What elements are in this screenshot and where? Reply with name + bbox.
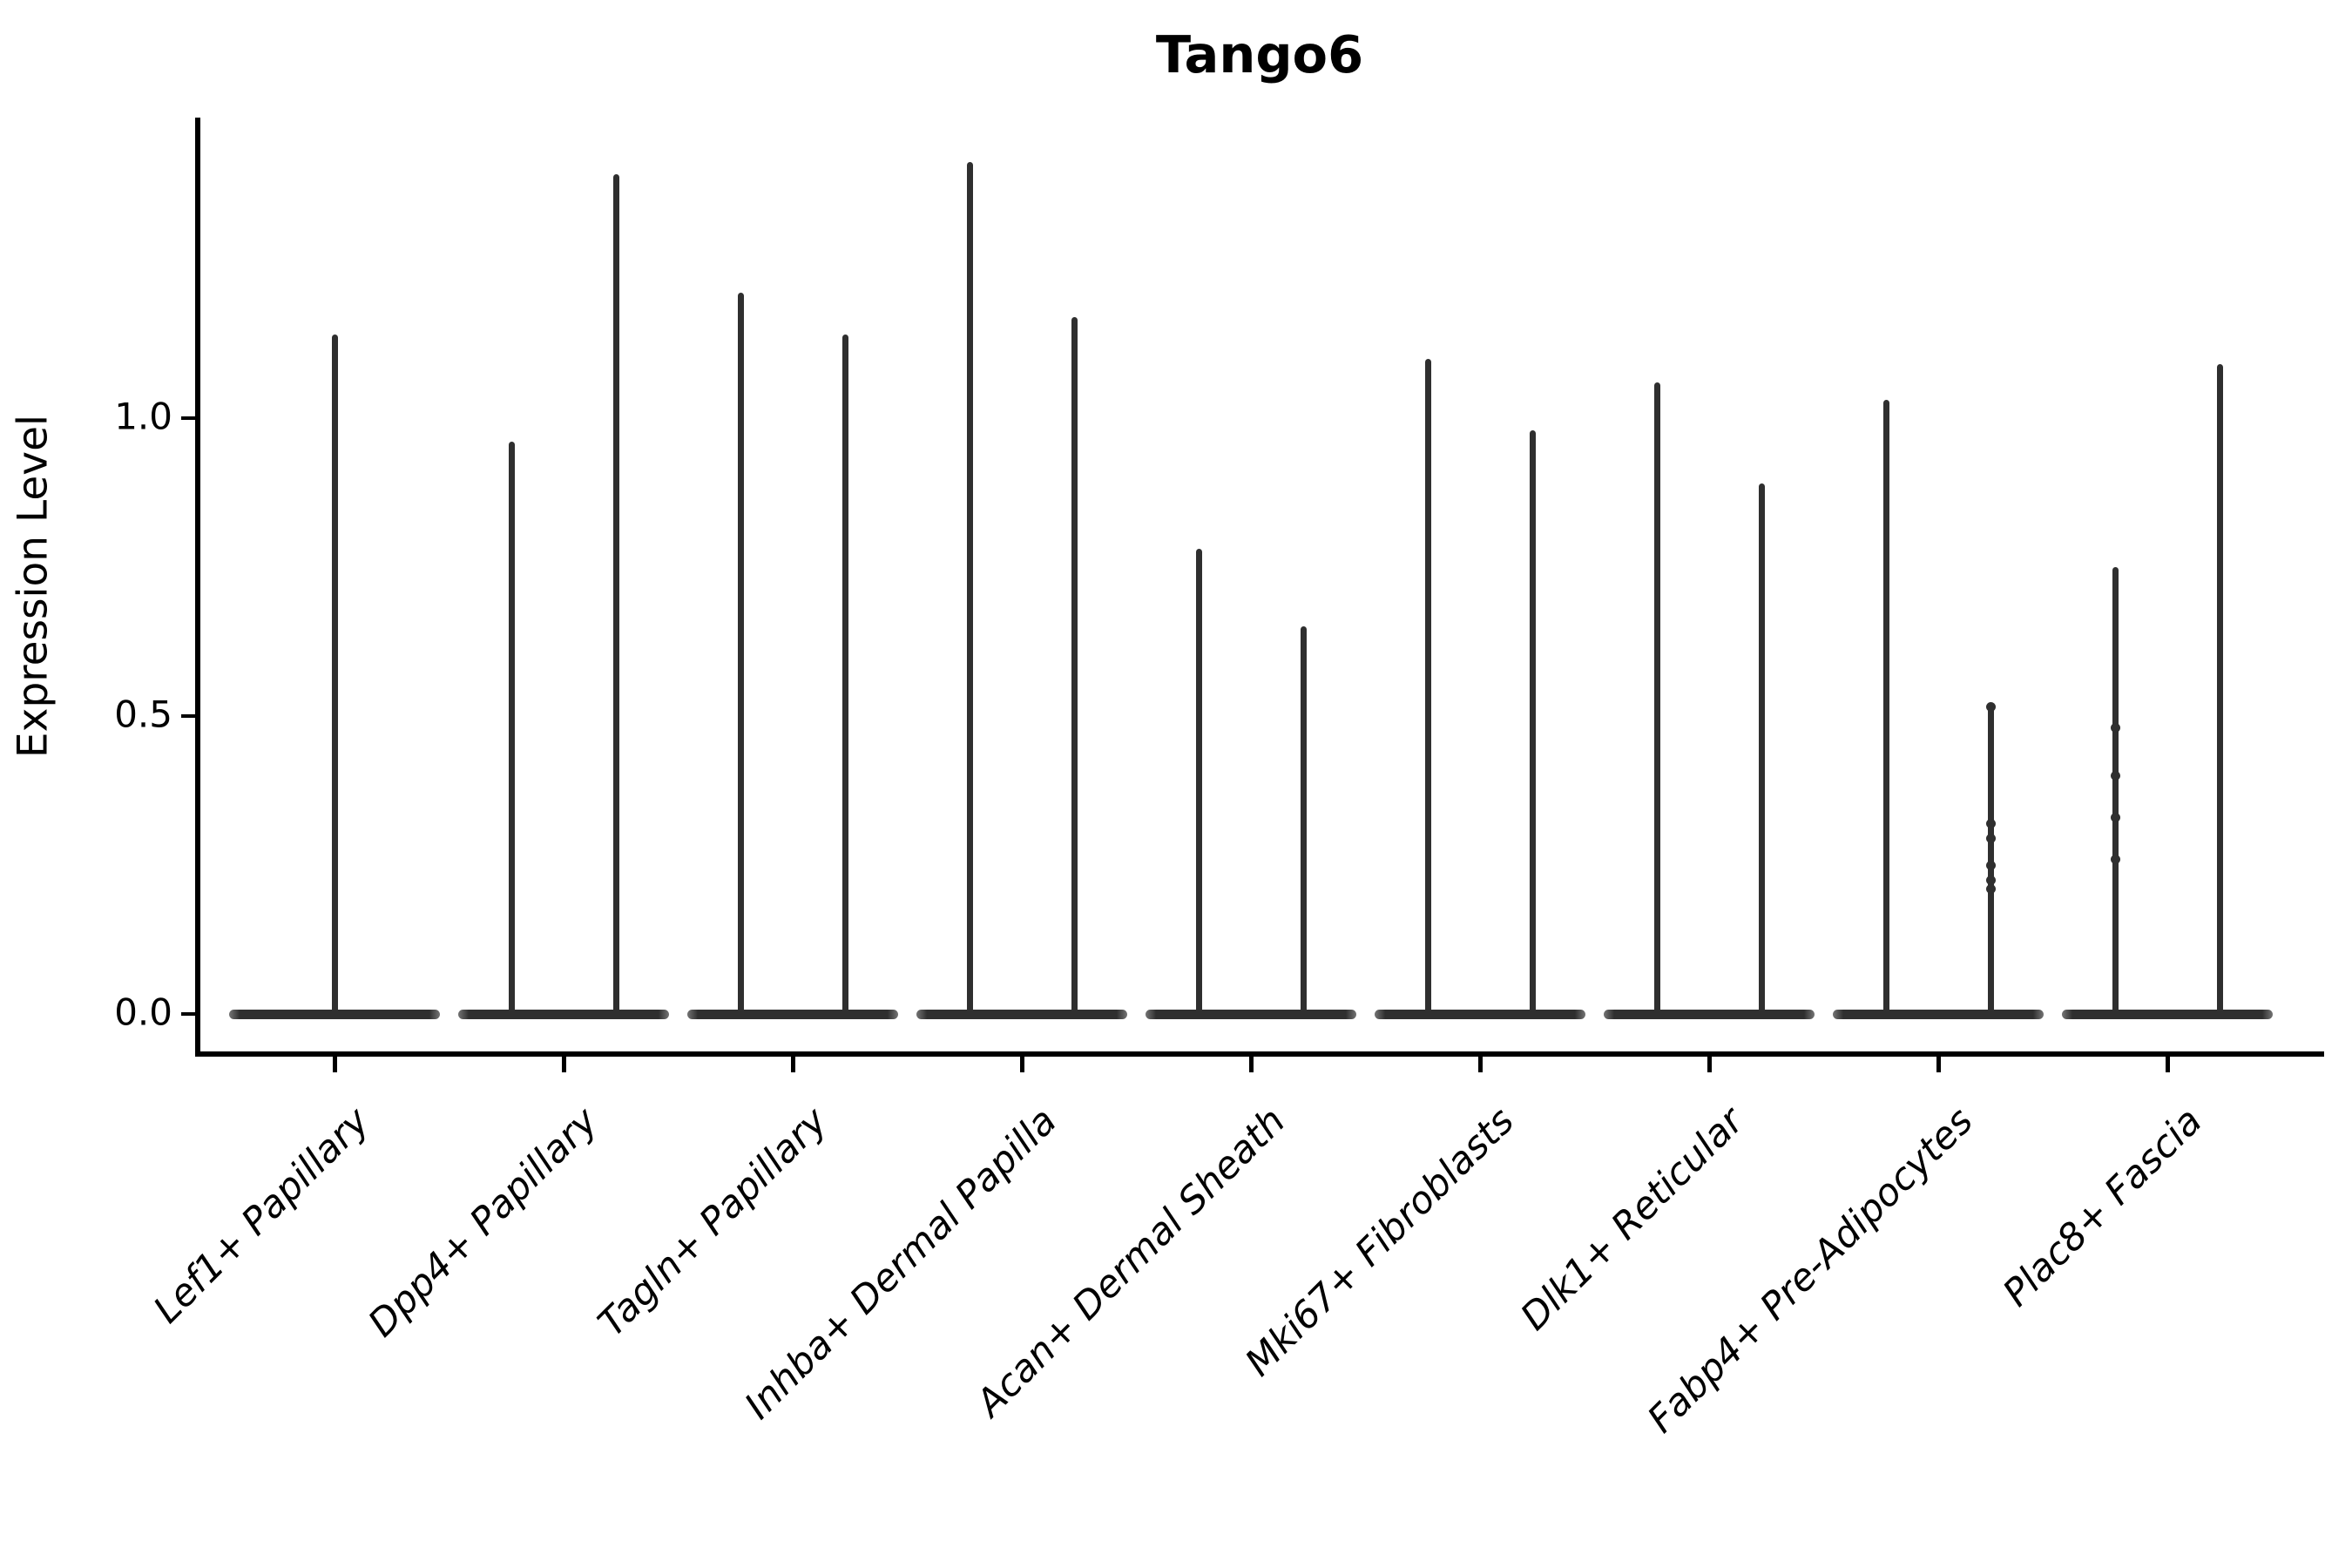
x-tick-label: Dpp4+ Papillary [360, 1099, 607, 1346]
x-tick-mark [1248, 1057, 1254, 1072]
x-tick-mark [2165, 1057, 2170, 1072]
violin-base [1604, 1009, 1815, 1019]
violin-needle [966, 161, 973, 1019]
jitter-dot [1985, 833, 1996, 843]
jitter-dot [1985, 702, 1996, 713]
violin-needle [2216, 364, 2223, 1019]
y-tick-label-0.5: 0.5 [114, 693, 172, 736]
violin-needle [1424, 358, 1431, 1019]
x-tick-mark [1707, 1057, 1712, 1072]
violin-needle [612, 173, 619, 1019]
x-tick-mark [1936, 1057, 1941, 1072]
x-axis-spine [195, 1051, 2324, 1057]
violin-base [916, 1009, 1127, 1019]
y-tick-mark-0.0 [181, 1012, 195, 1016]
y-axis-label: Expression Level [9, 414, 57, 758]
violin-base [1375, 1009, 1585, 1019]
violin-needle [1653, 382, 1660, 1019]
violin-needle [737, 293, 744, 1019]
violin-needle [331, 335, 338, 1019]
x-tick-mark [790, 1057, 795, 1072]
violin-base [687, 1009, 898, 1019]
x-tick-label: Dlk1+ Reticular [1512, 1099, 1753, 1340]
violin-needle [1529, 429, 1536, 1019]
y-tick-label-0.0: 0.0 [114, 990, 172, 1034]
violin-needle [1758, 483, 1765, 1019]
jitter-dot [2110, 854, 2120, 864]
violin-needle [508, 442, 515, 1019]
violin-base [2062, 1009, 2273, 1019]
jitter-dot [1985, 883, 1996, 894]
violin-needle [841, 335, 848, 1019]
jitter-dot [1985, 875, 1996, 885]
jitter-dot [1985, 860, 1996, 870]
x-tick-mark [1019, 1057, 1024, 1072]
x-tick-mark [332, 1057, 337, 1072]
x-tick-label: Plac8+ Fascia [1994, 1099, 2211, 1315]
violin-needle [1300, 626, 1307, 1019]
x-tick-label: Lef1+ Papillary [145, 1099, 378, 1332]
violin-needle [1195, 549, 1202, 1019]
violin-needle [1071, 316, 1078, 1019]
x-tick-label: Tagln+ Papillary [590, 1099, 836, 1346]
violin-needle [2112, 567, 2119, 1019]
violin-base [458, 1009, 669, 1019]
y-tick-mark-0.5 [181, 714, 195, 718]
x-tick-mark [1477, 1057, 1483, 1072]
violin-base [1833, 1009, 2044, 1019]
jitter-dot [2110, 770, 2120, 781]
jitter-dot [2110, 723, 2120, 733]
y-tick-label-1.0: 1.0 [114, 395, 172, 438]
jitter-dot [1985, 818, 1996, 828]
jitter-dot [2110, 812, 2120, 822]
y-tick-mark-1.0 [181, 416, 195, 420]
x-tick-mark [561, 1057, 566, 1072]
violin-needle [1882, 400, 1889, 1019]
chart-title: Tango6 [1155, 24, 1364, 84]
violin-base [1146, 1009, 1356, 1019]
y-axis-spine [195, 118, 200, 1057]
